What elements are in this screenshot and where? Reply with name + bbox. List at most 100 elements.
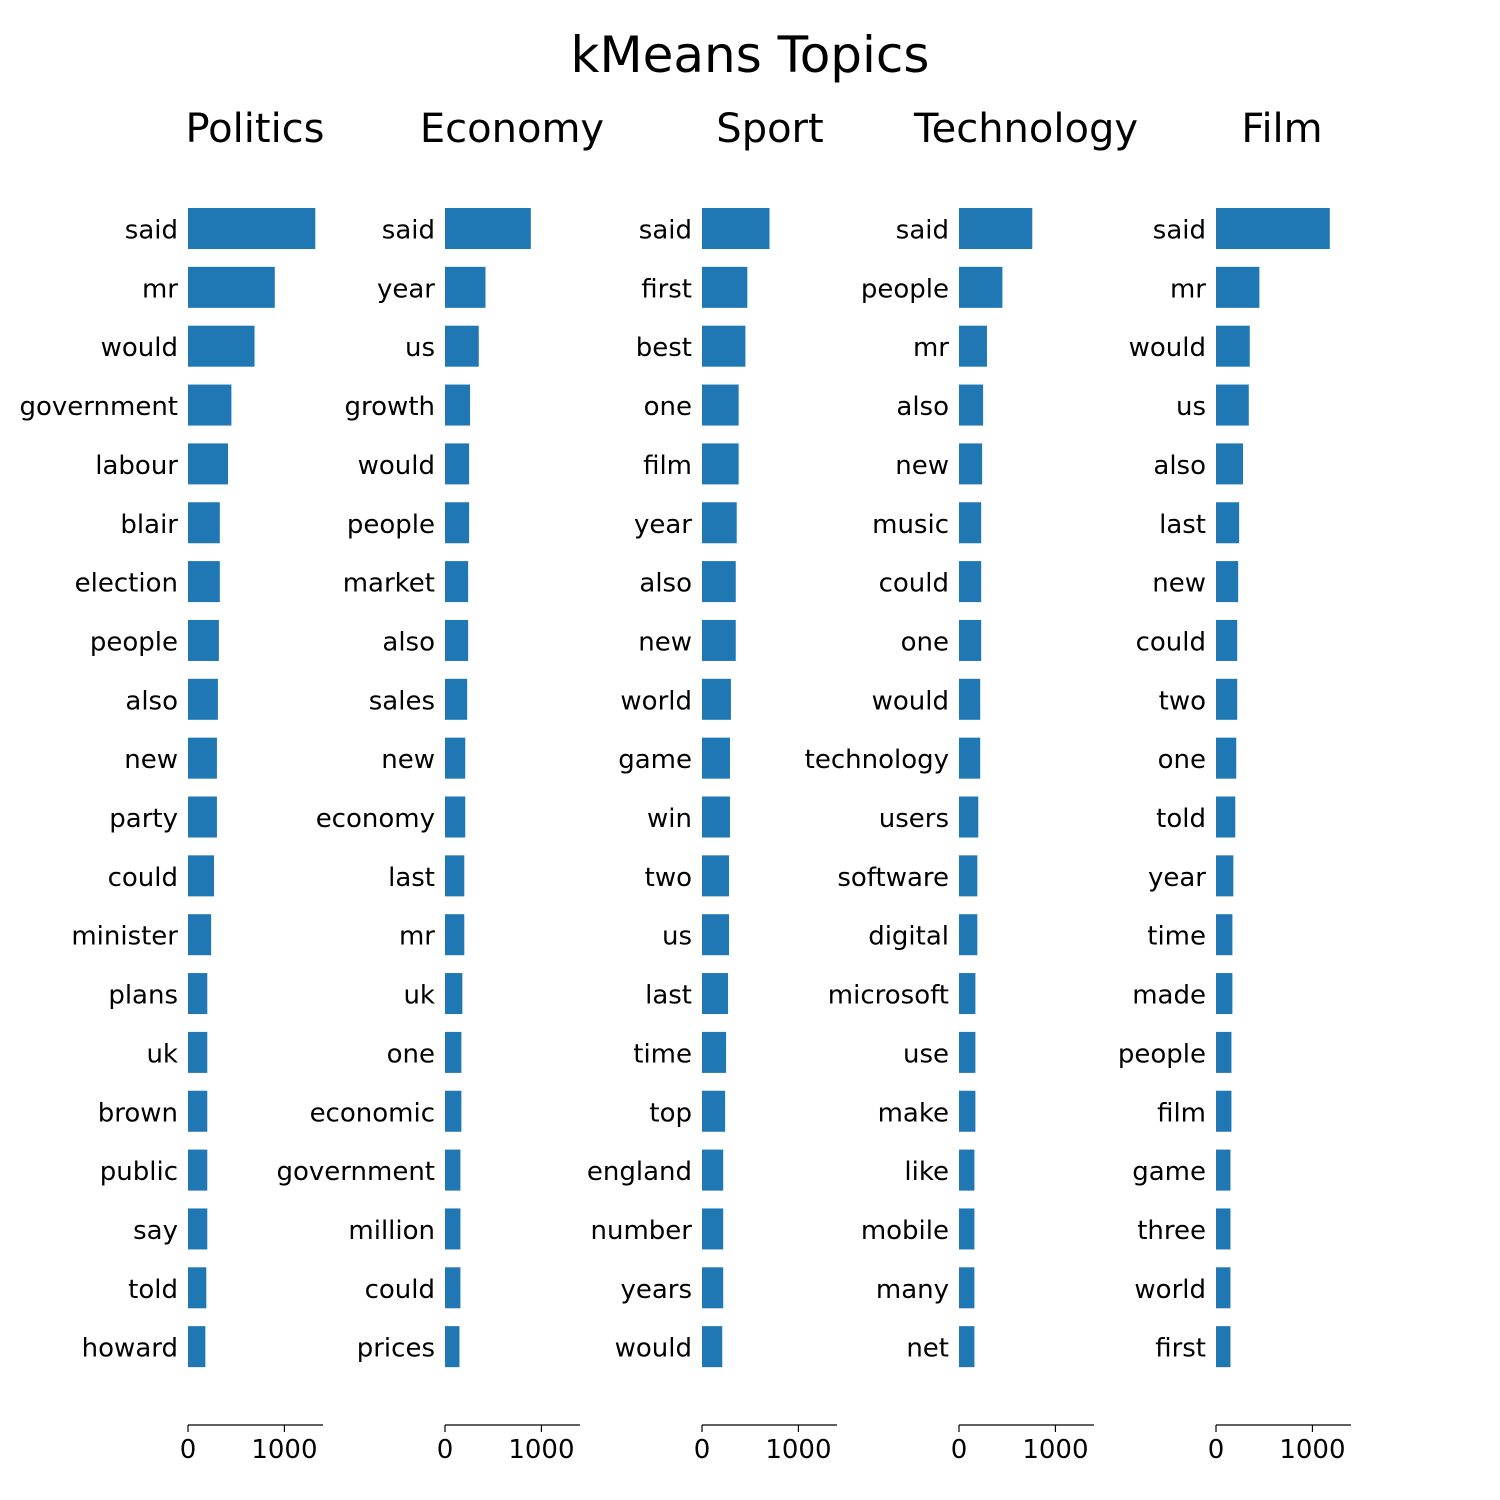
category-label: us — [1176, 392, 1206, 422]
category-label: growth — [345, 392, 435, 422]
panel-title: Sport — [716, 106, 823, 152]
category-label: million — [348, 1216, 435, 1246]
bar — [445, 325, 479, 367]
bar — [959, 737, 981, 779]
category-label: brown — [98, 1098, 178, 1128]
category-label: would — [872, 686, 949, 716]
bar — [702, 1090, 726, 1132]
bar — [188, 443, 229, 485]
bar — [1216, 208, 1330, 249]
bar — [702, 502, 737, 544]
bar — [445, 208, 531, 249]
category-label: new — [1152, 569, 1206, 599]
bar — [445, 737, 466, 779]
category-label: could — [365, 1275, 435, 1305]
category-label: government — [19, 392, 178, 422]
category-label: told — [128, 1275, 178, 1305]
bar — [702, 1208, 724, 1250]
bar — [959, 914, 978, 956]
category-label: new — [638, 627, 692, 657]
bar — [1216, 443, 1243, 485]
category-label: film — [643, 451, 692, 481]
panel-title: Film — [1241, 106, 1322, 152]
category-label: howard — [82, 1334, 178, 1364]
bar — [959, 266, 1003, 308]
category-label: music — [872, 510, 949, 540]
category-label: many — [876, 1275, 949, 1305]
category-label: game — [1132, 1157, 1206, 1187]
bar — [959, 973, 976, 1015]
category-label: best — [636, 333, 692, 363]
bar — [702, 325, 746, 367]
bar — [1216, 1031, 1232, 1073]
bar — [959, 678, 981, 720]
figure-title: kMeans Topics — [571, 26, 930, 84]
category-label: would — [1129, 333, 1206, 363]
category-label: make — [878, 1098, 949, 1128]
category-label: economy — [316, 804, 435, 834]
bar — [188, 1267, 207, 1309]
category-label: market — [343, 569, 435, 599]
bar — [445, 1149, 461, 1191]
bar — [188, 796, 217, 838]
x-tick-label: 1000 — [1022, 1435, 1088, 1465]
bar — [445, 502, 470, 544]
bar — [702, 266, 748, 308]
category-label: people — [1118, 1039, 1206, 1069]
panel-politics: Politics said mr would government labour blair… — [19, 106, 324, 1465]
category-label: public — [100, 1157, 178, 1187]
panel-film: Film said mr would us also last new could two one t… — [1118, 106, 1351, 1465]
bar — [959, 855, 978, 897]
category-label: mr — [142, 274, 178, 304]
category-label: party — [109, 804, 178, 834]
bar — [702, 384, 739, 426]
x-tick-label: 0 — [1208, 1435, 1225, 1465]
bar — [1216, 973, 1233, 1015]
bar — [959, 1208, 975, 1250]
category-label: labour — [95, 451, 178, 481]
category-label: said — [896, 216, 949, 246]
category-label: also — [125, 686, 178, 716]
category-label: said — [382, 216, 435, 246]
bar — [188, 1326, 206, 1368]
bar — [1216, 678, 1238, 720]
category-label: prices — [357, 1334, 435, 1364]
bar — [188, 619, 219, 661]
category-label: us — [662, 922, 692, 952]
bar — [702, 796, 730, 838]
panel-sport: Sport said first best one film year also new worl… — [587, 106, 837, 1465]
category-label: new — [895, 451, 949, 481]
bar — [959, 796, 979, 838]
bar — [445, 1208, 461, 1250]
bar — [702, 1267, 724, 1309]
bar — [188, 973, 208, 1015]
bar — [702, 619, 736, 661]
bar — [188, 737, 217, 779]
bar — [1216, 1208, 1231, 1250]
bar — [702, 561, 736, 603]
bar — [445, 561, 469, 603]
category-label: software — [837, 863, 949, 893]
bar — [1216, 325, 1250, 367]
bar — [959, 443, 983, 485]
bar — [1216, 1267, 1231, 1309]
bar — [188, 502, 220, 544]
category-label: would — [101, 333, 178, 363]
bar — [959, 1090, 976, 1132]
category-label: top — [649, 1098, 692, 1128]
category-label: mr — [913, 333, 949, 363]
bar — [702, 1149, 724, 1191]
bar — [702, 855, 729, 897]
bar — [1216, 502, 1240, 544]
category-label: first — [1155, 1334, 1206, 1364]
category-label: film — [1157, 1098, 1206, 1128]
category-label: would — [358, 451, 435, 481]
bar — [445, 1031, 462, 1073]
category-label: win — [647, 804, 692, 834]
bar — [188, 914, 212, 956]
category-label: uk — [403, 981, 435, 1011]
category-label: number — [591, 1216, 693, 1246]
category-label: last — [388, 863, 435, 893]
bar — [445, 855, 465, 897]
